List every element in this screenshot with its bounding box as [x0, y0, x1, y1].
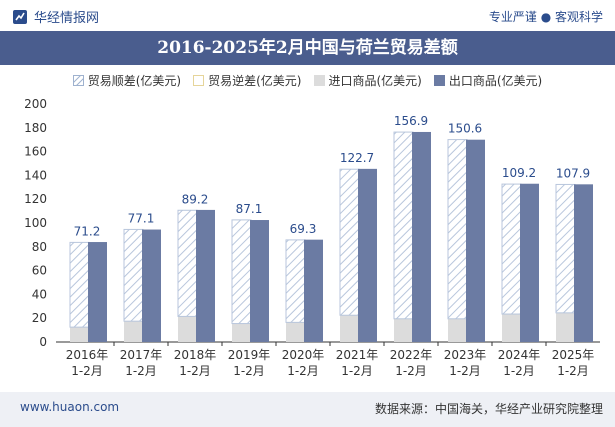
- legend-swatch-deficit: [193, 75, 205, 86]
- import-bar: [340, 315, 359, 342]
- x-tick-label: 2018年: [174, 348, 217, 362]
- y-tick-label: 120: [24, 192, 47, 206]
- export-bar: [520, 183, 539, 342]
- surplus-data-label: 69.3: [290, 222, 317, 236]
- y-tick-label: 160: [24, 145, 47, 159]
- surplus-data-label: 122.7: [340, 151, 374, 165]
- brand[interactable]: 华经情报网: [12, 7, 99, 26]
- x-tick-label: 2019年: [228, 348, 271, 362]
- y-tick-label: 200: [24, 97, 47, 111]
- x-tick-label: 2020年: [282, 348, 325, 362]
- x-tick-label: 1-2月: [287, 364, 319, 378]
- y-tick-label: 20: [32, 311, 47, 325]
- y-tick-label: 60: [32, 264, 47, 278]
- x-tick-label: 2022年: [390, 348, 433, 362]
- x-tick-label: 1-2月: [341, 364, 373, 378]
- brand-logo-icon: [13, 9, 27, 24]
- import-bar: [286, 322, 305, 342]
- surplus-bar: [501, 183, 522, 315]
- surplus-data-label: 150.6: [448, 122, 482, 136]
- surplus-data-label: 107.9: [556, 166, 590, 180]
- y-tick-label: 140: [24, 168, 47, 182]
- export-bar: [196, 209, 215, 342]
- surplus-bar: [285, 239, 306, 323]
- surplus-bar: [231, 219, 252, 325]
- import-bar: [502, 314, 521, 342]
- surplus-data-label: 77.1: [128, 211, 155, 225]
- surplus-bar: [447, 139, 468, 320]
- x-tick-label: 1-2月: [557, 364, 589, 378]
- import-bar: [70, 327, 89, 342]
- footer-source: 数据来源：中国海关，华经产业研究院整理: [374, 402, 603, 416]
- y-tick-label: 0: [39, 335, 47, 349]
- surplus-data-label: 71.2: [74, 224, 101, 238]
- y-tick-label: 180: [24, 121, 47, 135]
- surplus-bar: [177, 209, 198, 317]
- x-tick-label: 2016年: [66, 348, 109, 362]
- import-bar: [178, 316, 197, 342]
- x-tick-label: 1-2月: [449, 364, 481, 378]
- y-tick-label: 100: [24, 216, 47, 230]
- chart-title: 2016-2025年2月中国与荷兰贸易差额: [0, 31, 615, 65]
- x-tick-label: 2023年: [444, 348, 487, 362]
- import-bar: [448, 318, 467, 342]
- x-tick-label: 1-2月: [233, 364, 265, 378]
- import-bar: [394, 318, 413, 342]
- export-bar: [358, 168, 377, 342]
- legend-swatch-surplus: [72, 75, 84, 86]
- footer-website[interactable]: www.huaon.com: [20, 400, 120, 414]
- legend-item-export: 出口商品(亿美元): [433, 72, 543, 89]
- import-bar: [232, 323, 251, 342]
- surplus-bar: [123, 228, 144, 322]
- x-tick-label: 1-2月: [395, 364, 427, 378]
- x-tick-label: 2024年: [498, 348, 541, 362]
- x-tick-label: 2021年: [336, 348, 379, 362]
- import-bar: [124, 321, 143, 342]
- x-tick-label: 1-2月: [503, 364, 535, 378]
- surplus-data-label: 89.2: [182, 192, 209, 206]
- surplus-data-label: 156.9: [394, 114, 428, 128]
- surplus-bar: [69, 241, 90, 328]
- brand-name: 华经情报网: [34, 11, 100, 26]
- surplus-bar: [555, 183, 576, 314]
- export-bar: [412, 131, 431, 342]
- footer: www.huaon.com 数据来源：中国海关，华经产业研究院整理: [0, 392, 615, 427]
- surplus-data-label: 87.1: [236, 202, 263, 216]
- export-bar: [142, 229, 161, 342]
- legend-label-surplus: 贸易顺差(亿美元): [87, 74, 182, 88]
- x-tick-label: 1-2月: [125, 364, 157, 378]
- legend-item-surplus: 贸易顺差(亿美元): [72, 72, 182, 89]
- legend-swatch-import: [313, 75, 325, 86]
- legend-label-export: 出口商品(亿美元): [448, 74, 543, 88]
- y-tick-label: 40: [32, 287, 47, 301]
- x-tick-label: 2017年: [120, 348, 163, 362]
- export-bar: [304, 239, 323, 342]
- x-tick-label: 1-2月: [179, 364, 211, 378]
- legend-label-deficit: 贸易逆差(亿美元): [208, 74, 302, 88]
- legend: 贸易顺差(亿美元) 贸易逆差(亿美元) 进口商品(亿美元) 出口商品(亿美元): [0, 72, 615, 89]
- top-bar: 华经情报网 专业严谨 ● 客观科学: [0, 0, 615, 31]
- legend-item-deficit: 贸易逆差(亿美元): [193, 72, 302, 89]
- legend-item-import: 进口商品(亿美元): [313, 72, 422, 89]
- export-bar: [88, 242, 107, 342]
- surplus-bar: [339, 168, 360, 316]
- export-bar: [250, 220, 269, 342]
- slogan: 专业严谨 ● 客观科学: [488, 10, 603, 24]
- export-bar: [466, 139, 485, 342]
- export-bar: [574, 184, 593, 342]
- chart-plot: 0 20 40 60 80 100 120 140 160 180 200 2016年 1-2月 2017…: [24, 97, 600, 378]
- import-bar: [556, 312, 575, 342]
- x-tick-label: 1-2月: [71, 364, 103, 378]
- surplus-data-label: 109.2: [502, 166, 536, 180]
- surplus-bar: [393, 131, 414, 320]
- legend-swatch-export: [433, 75, 445, 86]
- x-tick-label: 2025年: [552, 348, 595, 362]
- y-tick-label: 80: [32, 240, 47, 254]
- legend-label-import: 进口商品(亿美元): [328, 74, 422, 88]
